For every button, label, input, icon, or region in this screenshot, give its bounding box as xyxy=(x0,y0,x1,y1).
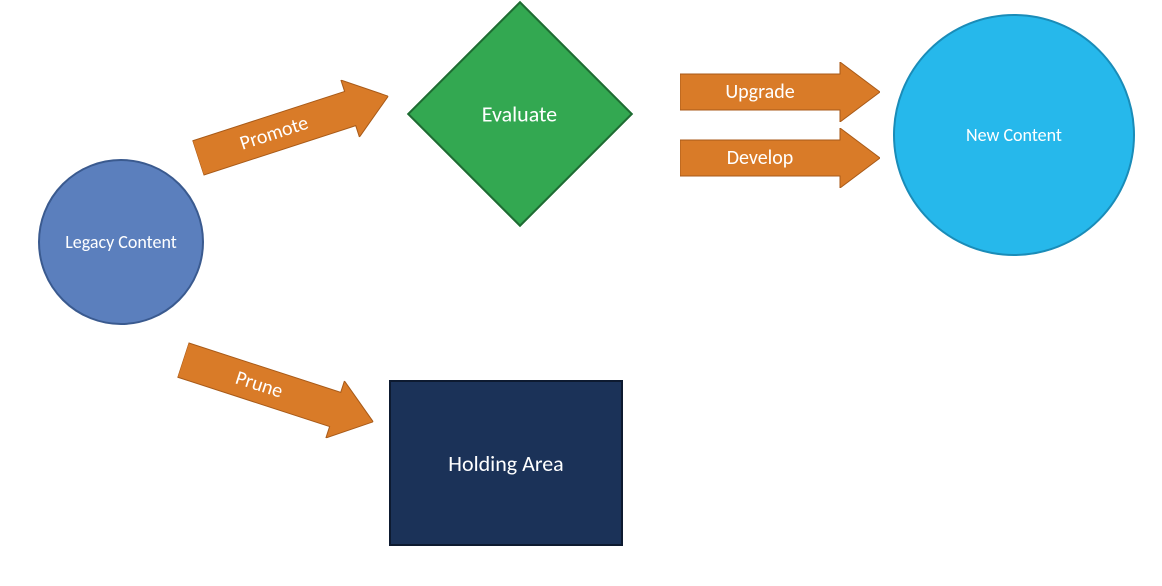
holding-area-node: Holding Area xyxy=(389,380,623,546)
holding-area-label: Holding Area xyxy=(448,450,563,477)
promote-arrow: Promote xyxy=(189,68,398,187)
evaluate-label: Evaluate xyxy=(482,101,557,128)
arrow-icon xyxy=(174,331,383,450)
arrow-icon xyxy=(680,62,880,122)
evaluate-node: Evaluate xyxy=(407,1,633,227)
arrow-icon xyxy=(189,68,398,187)
arrow-icon xyxy=(680,128,880,188)
new-content-node: New Content xyxy=(893,14,1135,256)
develop-arrow: Develop xyxy=(680,128,880,188)
legacy-content-label: Legacy Content xyxy=(65,231,177,253)
legacy-content-node: Legacy Content xyxy=(38,159,204,325)
prune-arrow: Prune xyxy=(174,331,383,450)
new-content-label: New Content xyxy=(966,124,1062,146)
upgrade-arrow: Upgrade xyxy=(680,62,880,122)
